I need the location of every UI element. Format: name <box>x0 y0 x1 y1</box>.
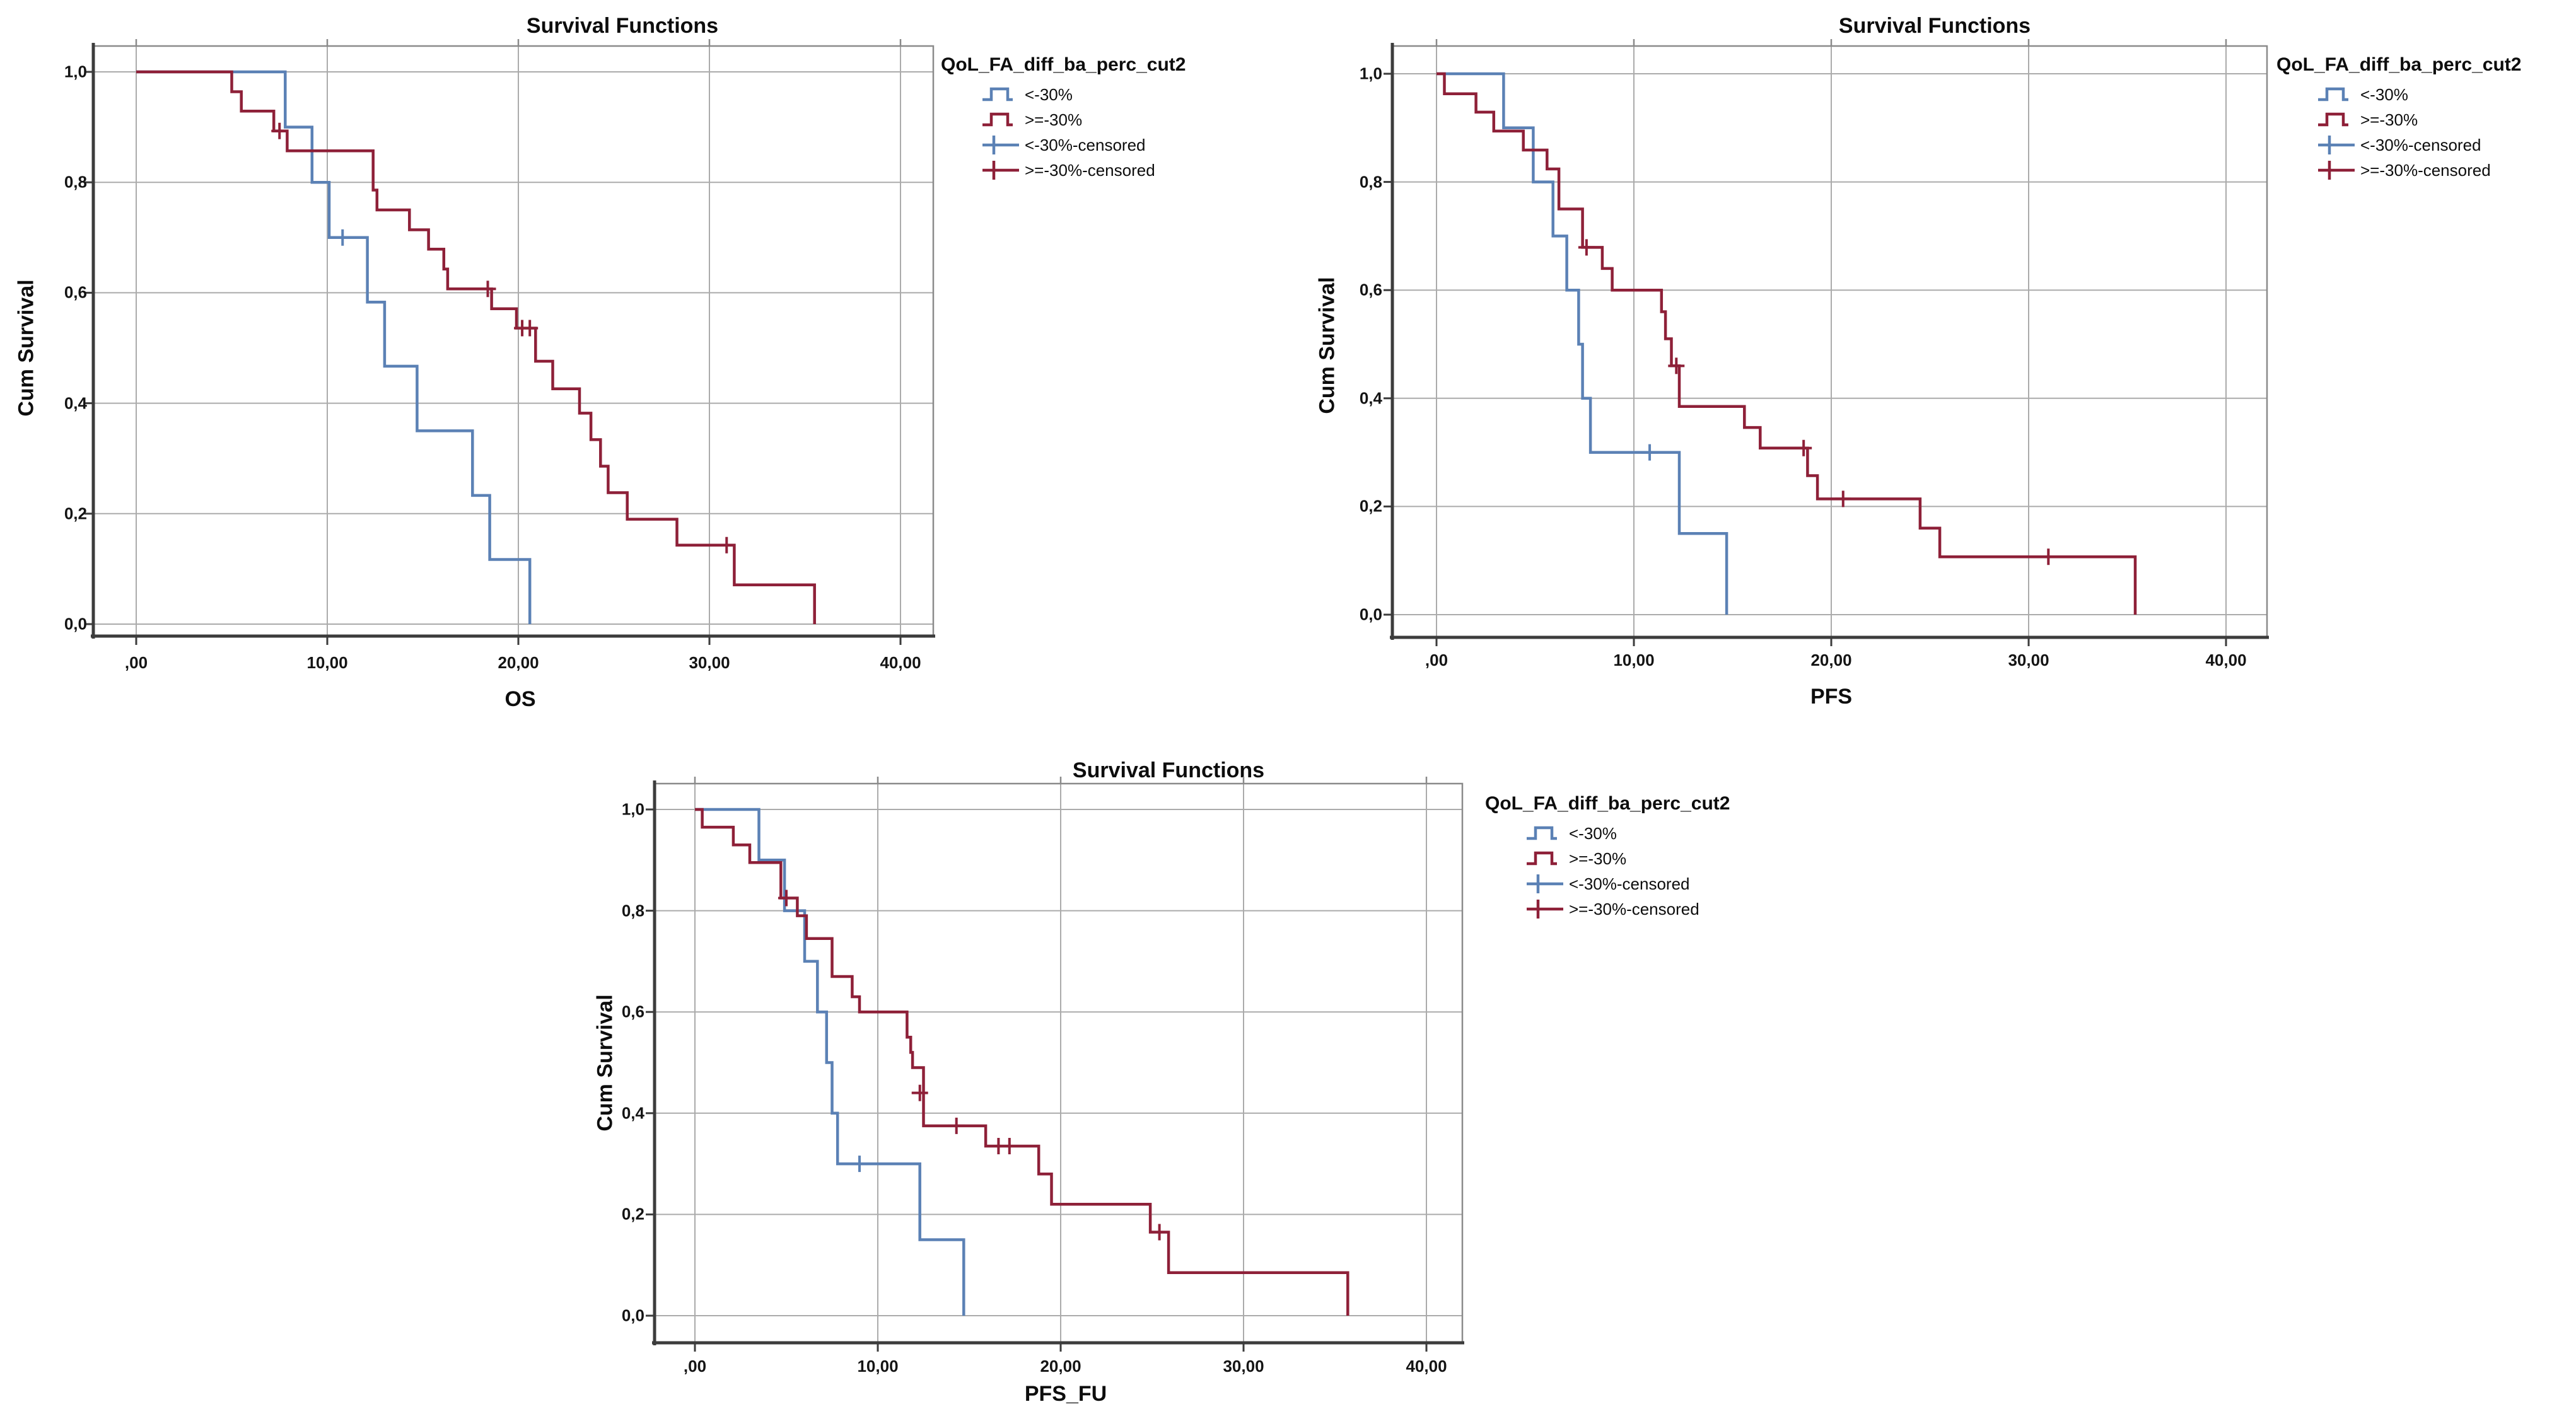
legend-item-label: <-30%-censored <box>1569 874 1690 893</box>
legend-title: QoL_FA_diff_ba_perc_cut2 <box>2276 54 2522 75</box>
y-tick-label: 0,2 <box>1359 496 1382 516</box>
y-tick-label: 0,2 <box>621 1204 644 1224</box>
plot-frame <box>93 45 935 637</box>
censor-plus-icon <box>2318 161 2355 180</box>
x-tick-label: 40,00 <box>880 653 921 672</box>
y-tick-label: 0,6 <box>621 1002 644 1021</box>
legend-item-label: <-30%-censored <box>2360 135 2481 154</box>
x-axis-title: PFS_FU <box>1024 1382 1107 1406</box>
y-tick-label: 0,2 <box>64 504 87 523</box>
legend-item: >=-30% <box>2276 107 2521 132</box>
legend-item-label: <-30%-censored <box>1025 135 1146 154</box>
legend-pfs-fu: QoL_FA_diff_ba_perc_cut2 <-30% >=-30% <-… <box>1485 793 1730 922</box>
chart-title: Survival Functions <box>526 14 719 38</box>
legend-item: <-30% <box>1485 821 1730 846</box>
survival-curve-pfs-ge30 <box>1437 72 2137 615</box>
step-line-icon <box>1527 851 1557 866</box>
x-axis-title: OS <box>504 687 536 711</box>
legend-pfs: QoL_FA_diff_ba_perc_cut2 <-30% >=-30% <-… <box>2276 54 2521 183</box>
step-line-icon <box>982 87 1013 101</box>
plot-area-pfs-fu <box>646 777 1464 1352</box>
x-axis-title: PFS <box>1810 685 1853 709</box>
y-tick-label: 0,4 <box>1359 388 1382 408</box>
legend-item-label: >=-30%-censored <box>1569 899 1699 919</box>
y-axis-title: Cum Survival <box>14 279 38 417</box>
step-line-icon <box>982 112 1013 127</box>
legend-item: <-30% <box>2276 82 2521 107</box>
y-tick-label: 0,8 <box>621 901 644 920</box>
censor-plus-icon <box>982 161 1019 180</box>
x-tick-label: 30,00 <box>1223 1357 1264 1376</box>
legend-item: >=-30% <box>941 107 1186 132</box>
legend-item: >=-30%-censored <box>2276 158 2521 183</box>
censor-plus-icon <box>2318 136 2355 154</box>
y-tick-label: 1,0 <box>1359 64 1382 83</box>
y-tick-label: 0,8 <box>64 172 87 192</box>
plot-area-pfs <box>1384 39 2269 646</box>
x-tick-label: 30,00 <box>2008 651 2049 670</box>
y-tick-label: 0,8 <box>1359 172 1382 192</box>
x-tick-label: 40,00 <box>1406 1357 1447 1376</box>
x-tick-label: ,00 <box>683 1357 707 1376</box>
x-tick-label: 20,00 <box>498 653 539 672</box>
x-tick-label: 20,00 <box>1810 651 1852 670</box>
chart-title: Survival Functions <box>1838 14 2031 38</box>
survival-curve-pfs-lt30 <box>1437 72 1728 615</box>
x-tick-label: 20,00 <box>1040 1357 1081 1376</box>
y-tick-label: 0,6 <box>1359 280 1382 299</box>
legend-item-label: >=-30%-censored <box>2360 160 2491 180</box>
survival-curve-pfs_fu-ge30 <box>695 808 1349 1316</box>
legend-item-label: <-30% <box>1025 84 1073 104</box>
y-tick-label: 1,0 <box>64 62 87 81</box>
legend-title: QoL_FA_diff_ba_perc_cut2 <box>1485 793 1730 814</box>
x-tick-label: ,00 <box>1425 651 1448 670</box>
chart-title: Survival Functions <box>1072 758 1265 782</box>
legend-item-label: >=-30% <box>1025 110 1083 129</box>
censor-plus-icon <box>1527 874 1563 893</box>
censor-plus-icon <box>982 136 1019 154</box>
legend-item: >=-30%-censored <box>1485 896 1730 922</box>
x-tick-label: 10,00 <box>1613 651 1655 670</box>
y-axis-title: Cum Survival <box>593 994 617 1132</box>
x-tick-label: ,00 <box>124 653 148 672</box>
x-tick-label: 30,00 <box>689 653 730 672</box>
legend-os: QoL_FA_diff_ba_perc_cut2 <-30% >=-30% <-… <box>941 54 1186 183</box>
legend-item-label: >=-30%-censored <box>1025 160 1155 180</box>
legend-item: <-30%-censored <box>2276 132 2521 158</box>
survival-curve-os-ge30 <box>136 70 816 624</box>
legend-item: <-30%-censored <box>941 132 1186 158</box>
step-line-icon <box>2318 112 2348 127</box>
legend-item-label: <-30% <box>1569 823 1617 843</box>
x-tick-label: 10,00 <box>306 653 348 672</box>
y-tick-label: 0,0 <box>621 1306 644 1325</box>
legend-item-label: >=-30% <box>2360 110 2418 129</box>
y-tick-label: 0,0 <box>64 614 87 634</box>
step-line-icon <box>1527 826 1557 840</box>
y-tick-label: 0,4 <box>621 1103 644 1123</box>
y-tick-label: 0,6 <box>64 282 87 302</box>
y-tick-label: 1,0 <box>621 799 644 819</box>
y-tick-label: 0,4 <box>64 393 87 413</box>
x-tick-label: 40,00 <box>2205 651 2247 670</box>
legend-item: >=-30% <box>1485 846 1730 871</box>
legend-item: >=-30%-censored <box>941 158 1186 183</box>
legend-item: <-30% <box>941 82 1186 107</box>
legend-title: QoL_FA_diff_ba_perc_cut2 <box>941 54 1186 75</box>
x-tick-label: 10,00 <box>857 1357 899 1376</box>
legend-item-label: <-30% <box>2360 84 2408 104</box>
plot-frame <box>654 782 1464 1343</box>
step-line-icon <box>2318 87 2348 101</box>
y-axis-title: Cum Survival <box>1315 277 1339 414</box>
legend-item: <-30%-censored <box>1485 871 1730 896</box>
legend-item-label: >=-30% <box>1569 849 1627 868</box>
censor-plus-icon <box>1527 900 1563 919</box>
survival-curve-pfs_fu-lt30 <box>695 808 965 1316</box>
survival-curve-os-lt30 <box>136 70 532 624</box>
plot-area-os <box>85 39 935 645</box>
y-tick-label: 0,0 <box>1359 605 1382 624</box>
